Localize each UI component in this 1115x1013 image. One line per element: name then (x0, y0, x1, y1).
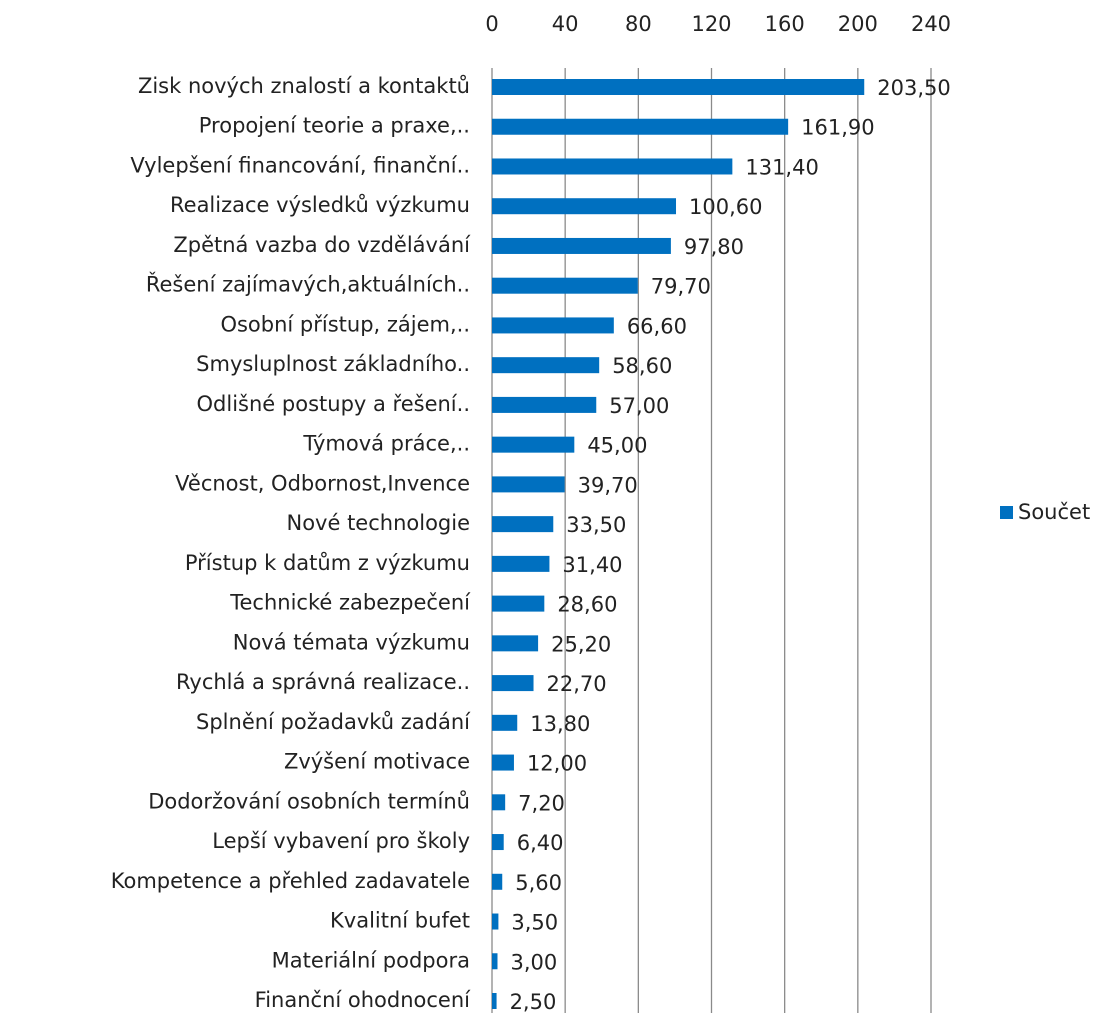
bar (492, 993, 497, 1009)
bar (492, 396, 597, 413)
value-label: 79,70 (651, 275, 711, 299)
value-label: 28,60 (557, 593, 617, 617)
bar (492, 913, 499, 930)
y-tick-label: Osobní přístup, zájem,.. (220, 312, 470, 336)
bar (492, 237, 671, 254)
bar (492, 317, 614, 334)
y-tick-label: Zvýšení motivace (284, 750, 470, 774)
value-label: 12,00 (527, 752, 587, 776)
bar (492, 873, 503, 890)
value-label: 131,40 (745, 155, 818, 179)
y-tick-label: Nové technologie (286, 511, 470, 535)
y-tick-label: Týmová práce,.. (302, 432, 470, 456)
value-label: 58,60 (612, 354, 672, 378)
value-label: 66,60 (627, 314, 687, 338)
bar (492, 794, 506, 811)
y-tick-label: Finanční ohodnocení (255, 988, 472, 1012)
value-label: 25,20 (551, 632, 611, 656)
y-tick-label: Lepší vybavení pro školy (212, 829, 470, 853)
bar (492, 595, 545, 612)
value-label: 3,50 (511, 911, 558, 935)
value-label: 161,90 (801, 116, 874, 140)
value-label: 3,00 (510, 950, 557, 974)
value-label: 6,40 (517, 831, 564, 855)
bar (492, 436, 575, 453)
y-tick-label: Rychlá a správná realizace.. (176, 670, 470, 694)
value-label: 39,70 (578, 473, 638, 497)
x-tick-label: 160 (765, 12, 805, 36)
y-tick-label: Technické zabezpečení (229, 591, 471, 615)
x-tick-label: 240 (911, 12, 951, 36)
bar (492, 516, 554, 533)
value-label: 5,60 (515, 871, 562, 895)
value-label: 97,80 (684, 235, 744, 259)
value-label: 2,50 (510, 990, 557, 1013)
bar (492, 675, 534, 692)
bar (492, 476, 565, 493)
value-label: 33,50 (566, 513, 626, 537)
value-label: 100,60 (689, 195, 762, 219)
value-label: 57,00 (609, 394, 669, 418)
value-label: 45,00 (587, 434, 647, 458)
bar (492, 555, 550, 572)
x-tick-label: 80 (625, 12, 652, 36)
y-tick-label: Kvalitní bufet (330, 909, 470, 933)
y-tick-label: Propojení teorie a praxe,.. (199, 114, 470, 138)
bar (492, 754, 514, 771)
y-tick-label: Splnění požadavků zadání (196, 710, 471, 734)
bar (492, 714, 518, 731)
legend-label: Součet (1018, 500, 1090, 524)
bar (492, 158, 733, 175)
y-tick-label: Vylepšení financování, finanční.. (130, 153, 470, 177)
y-tick-label: Zpětná vazba do vzdělávání (173, 233, 471, 257)
y-tick-label: Přístup k datům z výzkumu (185, 551, 470, 575)
y-tick-label: Zisk nových znalostí a kontaktů (138, 74, 470, 98)
y-tick-label: Smysluplnost základního.. (196, 352, 470, 376)
y-tick-label: Nová témata výzkumu (233, 630, 470, 654)
y-tick-label: Materiální podpora (272, 948, 470, 972)
y-tick-label: Dodoržování osobních termínů (148, 789, 470, 813)
x-tick-label: 40 (552, 12, 579, 36)
value-label: 22,70 (547, 672, 607, 696)
bar (492, 953, 498, 970)
y-tick-label: Odlišné postupy a řešení.. (197, 392, 470, 416)
legend-swatch (1000, 506, 1013, 519)
bar (492, 79, 865, 95)
value-label: 13,80 (530, 712, 590, 736)
bar (492, 635, 539, 652)
value-label: 31,40 (562, 553, 622, 577)
x-tick-label: 200 (838, 12, 878, 36)
bar (492, 277, 638, 294)
y-tick-label: Kompetence a přehled zadavatele (111, 869, 470, 893)
bar (492, 357, 600, 374)
x-tick-label: 0 (485, 12, 498, 36)
y-tick-label: Řešení zajímavých,aktuálních.. (146, 272, 470, 297)
x-tick-label: 120 (691, 12, 731, 36)
value-label: 7,20 (518, 791, 565, 815)
bar (492, 834, 504, 851)
y-tick-label: Realizace výsledků výzkumu (170, 193, 470, 217)
bar (492, 198, 677, 215)
y-tick-label: Věcnost, Odbornost,Invence (175, 471, 470, 495)
bar (492, 118, 789, 135)
value-label: 203,50 (877, 76, 950, 100)
